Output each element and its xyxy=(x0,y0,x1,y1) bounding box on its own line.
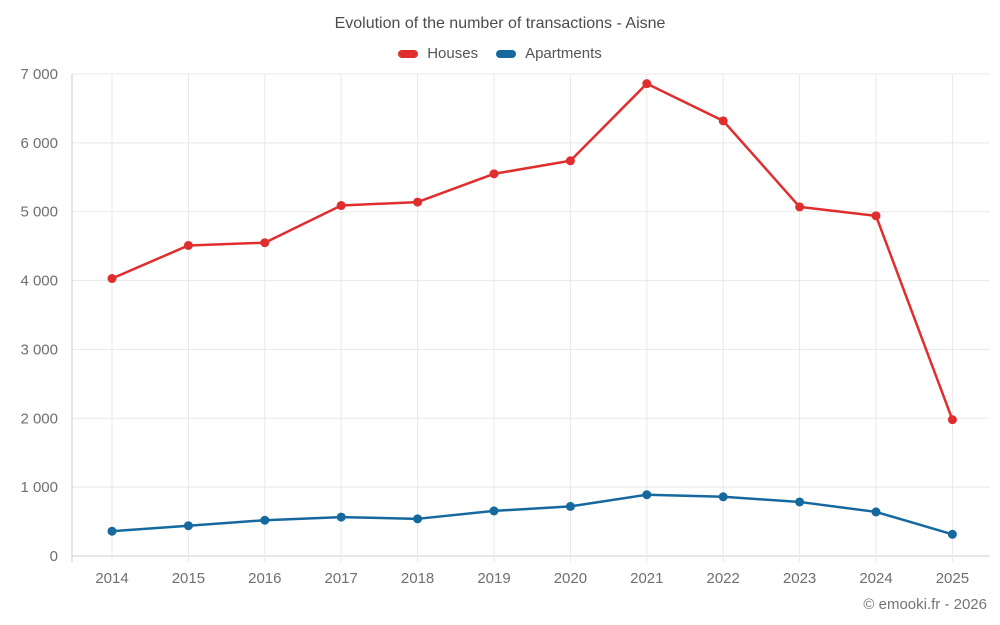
data-point-apartments-2023[interactable] xyxy=(795,497,805,507)
data-point-apartments-2014[interactable] xyxy=(107,526,117,536)
y-axis-tick-label: 1 000 xyxy=(20,479,58,496)
y-axis-tick-label: 6 000 xyxy=(20,135,58,152)
data-point-houses-2018[interactable] xyxy=(413,197,423,207)
data-point-houses-2022[interactable] xyxy=(718,116,728,126)
x-axis-tick-label: 2019 xyxy=(477,570,510,587)
x-axis-tick-label: 2021 xyxy=(630,570,663,587)
data-point-houses-2023[interactable] xyxy=(795,202,805,212)
x-axis-tick-label: 2014 xyxy=(95,570,128,587)
x-axis-tick-label: 2017 xyxy=(325,570,358,587)
legend-item-houses[interactable]: Houses xyxy=(398,45,478,62)
attribution: © emooki.fr - 2026 xyxy=(863,596,987,613)
data-point-houses-2019[interactable] xyxy=(489,169,499,179)
x-axis-tick-label: 2018 xyxy=(401,570,434,587)
x-axis-tick-label: 2023 xyxy=(783,570,816,587)
y-axis-tick-label: 7 000 xyxy=(20,66,58,83)
data-point-apartments-2020[interactable] xyxy=(565,501,575,511)
chart-title: Evolution of the number of transactions … xyxy=(334,15,666,32)
data-point-apartments-2015[interactable] xyxy=(183,521,193,531)
x-axis-tick-label: 2024 xyxy=(859,570,892,587)
x-axis-tick-label: 2016 xyxy=(248,570,281,587)
series-line-houses xyxy=(110,82,954,421)
data-point-apartments-2019[interactable] xyxy=(489,506,499,516)
y-axis-tick-label: 4 000 xyxy=(20,273,58,290)
data-point-apartments-2022[interactable] xyxy=(718,492,728,502)
x-axis-tick-label: 2020 xyxy=(554,570,587,587)
data-point-houses-2025[interactable] xyxy=(947,415,957,425)
data-point-apartments-2021[interactable] xyxy=(642,490,652,500)
data-point-houses-2016[interactable] xyxy=(260,238,270,248)
data-point-houses-2015[interactable] xyxy=(183,240,193,250)
series-line-apartments xyxy=(110,493,954,536)
legend-item-apartments[interactable]: Apartments xyxy=(496,45,602,62)
data-point-apartments-2017[interactable] xyxy=(336,512,346,522)
data-point-apartments-2016[interactable] xyxy=(260,515,270,525)
x-axis-tick-label: 2015 xyxy=(172,570,205,587)
y-axis-tick-label: 2 000 xyxy=(20,410,58,427)
legend-label-houses: Houses xyxy=(427,45,479,62)
y-axis-tick-label: 0 xyxy=(50,548,58,565)
apartments-series-swatch-icon xyxy=(496,49,517,58)
y-axis-tick-label: 5 000 xyxy=(20,204,58,221)
data-point-houses-2014[interactable] xyxy=(107,274,117,284)
legend: Houses Apartments xyxy=(0,45,1000,62)
data-point-apartments-2024[interactable] xyxy=(871,507,881,517)
data-point-houses-2024[interactable] xyxy=(871,211,881,221)
data-point-houses-2017[interactable] xyxy=(336,201,346,211)
x-axis-tick-label: 2022 xyxy=(707,570,740,587)
x-axis-tick-label: 2025 xyxy=(936,570,969,587)
data-point-houses-2021[interactable] xyxy=(642,79,652,89)
y-axis-tick-label: 3 000 xyxy=(20,341,58,358)
data-point-apartments-2025[interactable] xyxy=(947,529,957,539)
data-point-houses-2020[interactable] xyxy=(565,156,575,166)
legend-label-apartments: Apartments xyxy=(525,45,602,62)
data-point-apartments-2018[interactable] xyxy=(413,514,423,524)
houses-series-swatch-icon xyxy=(398,49,419,58)
